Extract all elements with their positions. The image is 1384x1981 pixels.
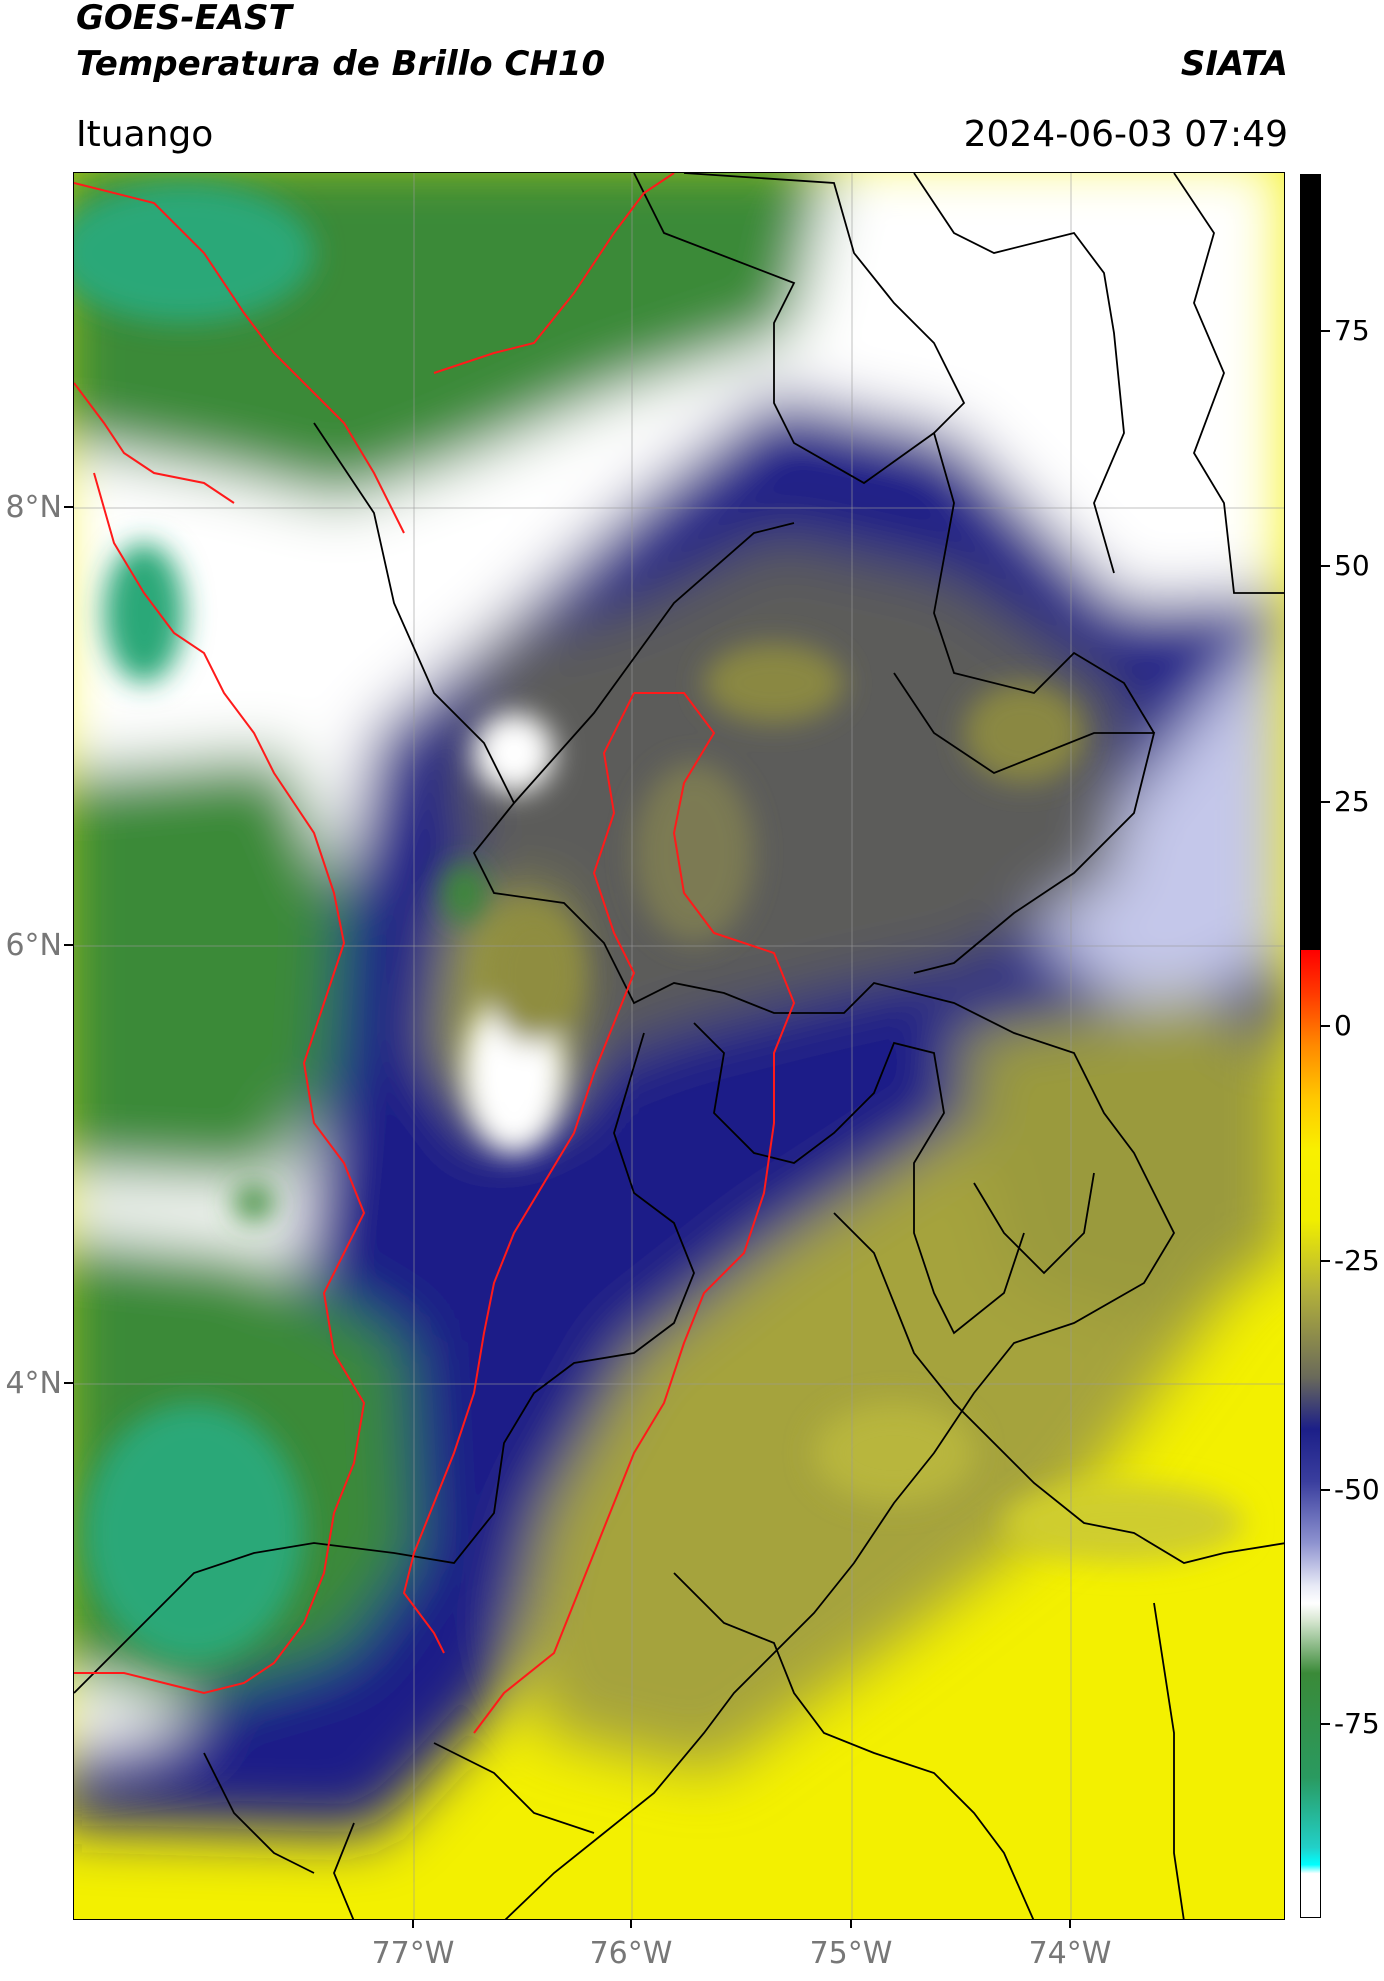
colorbar-tick-label: 75 <box>1334 314 1370 347</box>
lon-tick-label: 76°W <box>589 1936 673 1971</box>
cloud-field <box>74 173 1284 1833</box>
organization-label: SIATA <box>1180 44 1288 84</box>
colorbar-tickmark <box>1321 565 1330 567</box>
colorbar-tickmark <box>1321 1723 1330 1725</box>
lat-tick-label: 4°N <box>5 1366 62 1401</box>
lon-tickmark-77 <box>412 1920 414 1928</box>
colorbar-tick-label: 50 <box>1334 549 1370 582</box>
location-label: Ituango <box>76 114 214 155</box>
lon-tick-label: 75°W <box>809 1936 893 1971</box>
brightness-temperature-map[interactable] <box>73 172 1285 1920</box>
lon-tickmark-75 <box>850 1920 852 1928</box>
colorbar-tick-label: -50 <box>1334 1473 1380 1506</box>
colorbar-tick-label: 25 <box>1334 785 1370 818</box>
timestamp-label: 2024-06-03 07:49 <box>963 114 1288 155</box>
lat-tickmark-4 <box>64 1382 73 1384</box>
colorbar-tickmark <box>1321 1260 1330 1262</box>
colorbar-tickmark <box>1321 330 1330 332</box>
highlighted-borders <box>74 173 796 1734</box>
lon-tick-label: 77°W <box>371 1936 455 1971</box>
lat-tick-label: 6°N <box>5 928 62 963</box>
lon-tickmark-76 <box>630 1920 632 1928</box>
temperature-colorbar <box>1300 174 1321 1918</box>
department-borders <box>74 173 1284 1919</box>
colorbar-tick-label: -25 <box>1334 1244 1380 1277</box>
lat-tick-label: 8°N <box>5 490 62 525</box>
colorbar-tickmark <box>1321 801 1330 803</box>
colorbar-tickmark <box>1321 1025 1330 1027</box>
gridlines <box>74 173 1284 1919</box>
map-canvas <box>74 173 1284 1919</box>
lat-tickmark-8 <box>64 506 73 508</box>
product-subtitle: Temperatura de Brillo CH10 <box>76 44 606 84</box>
main-title: GOES-EAST <box>76 0 292 38</box>
colorbar-tickmark <box>1321 1489 1330 1491</box>
cloud-detail <box>74 183 1244 1663</box>
colorbar-tick-label: 0 <box>1334 1009 1352 1042</box>
lon-tickmark-74 <box>1069 1920 1071 1928</box>
lat-tickmark-6 <box>64 944 73 946</box>
colorbar-tick-label: -75 <box>1334 1707 1380 1740</box>
lon-tick-label: 74°W <box>1028 1936 1112 1971</box>
